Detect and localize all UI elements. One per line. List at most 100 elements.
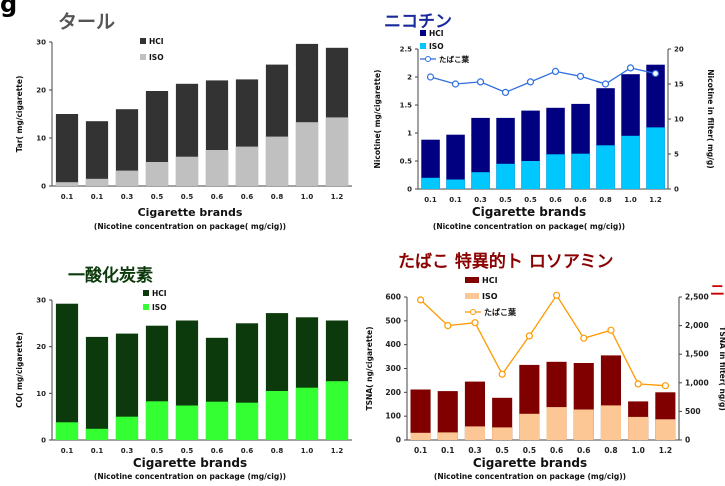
bar-iso	[295, 387, 319, 440]
bar-iso	[464, 426, 485, 440]
bar-iso	[492, 427, 513, 440]
bar-iso	[85, 178, 109, 186]
bar-iso	[295, 122, 319, 186]
legend-label-hci: HCI	[152, 289, 167, 298]
y2-tick-label: 0	[674, 186, 679, 194]
y-tick-label: 0	[41, 183, 46, 191]
x-axis-label: Cigarette brands	[138, 206, 243, 219]
line-point-tobacco-leaf	[551, 67, 560, 76]
x-tick-label: 0.5	[181, 193, 194, 201]
x-tick-label: 1.0	[301, 447, 314, 455]
co-panel: 一酸化炭素 0 10 20 30 0.1 0.1 0.3 0.5 0.5 0.6 0.6 0.8 1.0…	[0, 243, 362, 486]
bar-iso	[265, 136, 289, 186]
line-point-tobacco-leaf	[651, 69, 660, 78]
x-tick-label: 0.1	[449, 196, 462, 204]
tsna-panel: たばこ 特異的ト ロソアミン ニ 0 100 200 300 400 500 600 0.1 0…	[362, 243, 725, 486]
y-tick-label: 1.5	[400, 102, 413, 110]
bar-iso	[571, 153, 590, 189]
legend-label-hci: HCI	[482, 276, 498, 285]
line-point-tobacco-leaf	[601, 80, 610, 88]
x-tick-label: 0.8	[271, 193, 284, 201]
bar-hci	[115, 333, 139, 440]
y-tick-label: 400	[385, 340, 401, 349]
bar-iso	[471, 172, 490, 189]
x-tick-label: 0.5	[524, 196, 537, 204]
x-tick-label: 0.8	[271, 447, 284, 455]
bar-hci	[55, 303, 79, 440]
bar-iso	[85, 428, 109, 440]
x-axis-sublabel: (Nicotine concentration on package( mg/c…	[94, 222, 286, 231]
line-point-tobacco-leaf	[498, 370, 506, 378]
line-point-tobacco-leaf	[626, 64, 635, 72]
x-axis-sublabel: (Nicotine concentration on package( mg/c…	[433, 222, 625, 231]
line-point-tobacco-leaf	[553, 291, 561, 299]
bar-hci	[446, 134, 465, 189]
y2-tick-label: 15	[674, 81, 684, 89]
bar-iso	[546, 154, 565, 189]
bar-iso	[55, 422, 79, 440]
bar-iso	[519, 413, 540, 440]
y-tick-label: 1	[407, 130, 412, 138]
legend-swatch-iso	[140, 54, 146, 60]
nicotine-panel: ニコチン 0 0.5 1 1.5 2 2.5 0.1 0.1 0.3 0.5 0.5 0.6 0.6 0.…	[362, 0, 725, 243]
legend-label-iso: ISO	[152, 303, 167, 312]
x-tick-label: 0.5	[181, 447, 194, 455]
legend-label-iso: ISO	[482, 292, 498, 301]
y-tick-label: 0	[41, 437, 46, 445]
x-tick-label: 0.1	[424, 196, 437, 204]
bar-iso	[175, 405, 199, 440]
x-tick-label: 1.0	[624, 196, 637, 204]
legend-label-hci: HCI	[149, 37, 164, 46]
bar-iso	[655, 419, 676, 440]
legend-label-iso: ISO	[149, 53, 164, 62]
y-tick-label: 0	[396, 436, 401, 445]
y2-axis-label: TSNA in filter( ng/g)	[718, 326, 725, 411]
x-tick-label: 0.5	[151, 193, 164, 201]
line-point-tobacco-leaf	[634, 380, 642, 388]
line-point-tobacco-leaf	[526, 78, 535, 86]
x-tick-label: 1.0	[632, 446, 645, 455]
legend-swatch-hci	[465, 277, 479, 283]
x-tick-label: 0.6	[241, 193, 254, 201]
y2-tick-label: 1,000	[685, 378, 709, 387]
y-tick-label: 200	[385, 388, 401, 397]
line-point-tobacco-leaf	[525, 332, 533, 340]
y-tick-label: 0	[407, 186, 412, 194]
bar-iso	[145, 162, 169, 186]
tar-panel: タール 0 10 20 30 0.1 0.1 0.3 0.5 0.5 0.6 0.6 0.8 1.0 1.…	[0, 0, 362, 243]
x-tick-label: 0.3	[121, 447, 134, 455]
y2-tick-label: 20	[674, 46, 684, 54]
x-tick-label: 1.2	[659, 446, 672, 455]
line-series-tobacco-leaf	[420, 294, 666, 387]
page-letter: g	[0, 0, 18, 18]
y-axis-label: Nicotine( mg/cigarette)	[373, 70, 382, 169]
y-tick-label: 2.5	[400, 46, 413, 54]
x-tick-label: 1.2	[331, 447, 344, 455]
line-point-tobacco-leaf	[576, 72, 585, 80]
legend-swatch-iso	[465, 293, 479, 299]
bar-hci	[471, 117, 490, 189]
x-tick-label: 1.0	[301, 193, 314, 201]
bar-iso	[115, 170, 139, 186]
legend-label-tobacco-leaf: たばこ葉	[439, 54, 469, 64]
x-tick-label: 0.3	[121, 193, 134, 201]
bar-iso	[325, 381, 349, 440]
x-tick-label: 0.6	[211, 193, 224, 201]
legend-label-tobacco-leaf: たばこ葉	[484, 307, 517, 317]
bar-iso	[546, 407, 567, 440]
bar-iso	[646, 127, 665, 189]
x-tick-label: 0.6	[241, 447, 254, 455]
line-point-tobacco-leaf	[476, 78, 485, 86]
x-tick-label: 0.1	[91, 447, 104, 455]
x-tick-label: 0.3	[474, 196, 487, 204]
x-tick-label: 0.1	[441, 446, 454, 455]
legend-swatch-iso	[420, 43, 426, 49]
bar-hci	[421, 139, 440, 189]
bar-iso	[115, 416, 139, 440]
x-axis-label: Cigarette brands	[473, 456, 587, 470]
x-tick-label: 0.6	[574, 196, 587, 204]
tar-title: タール	[58, 11, 116, 33]
line-series-tobacco-leaf	[430, 67, 656, 94]
x-tick-label: 0.5	[499, 196, 512, 204]
bar-iso	[421, 177, 440, 189]
